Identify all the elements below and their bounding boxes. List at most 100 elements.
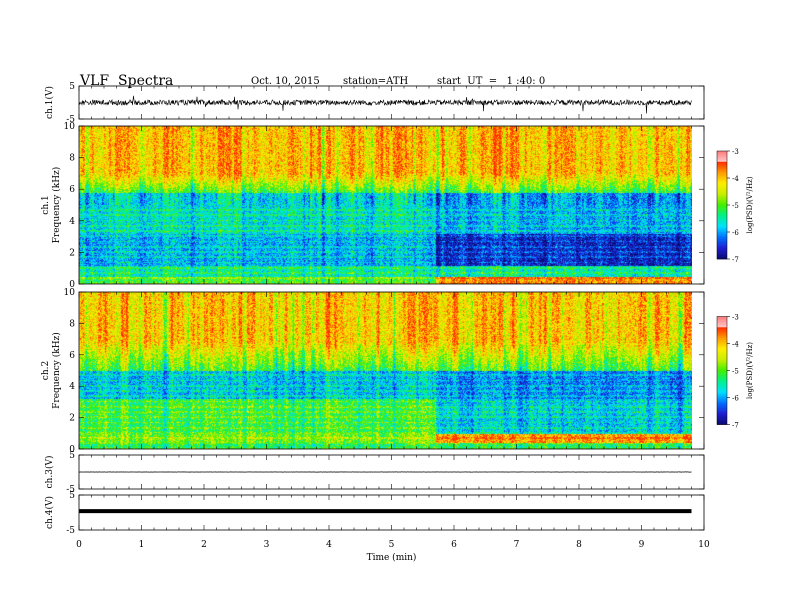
y-tick-label: 8 <box>69 319 75 329</box>
colorbar-cell <box>717 190 727 193</box>
colorbar-cell <box>717 163 727 166</box>
colorbar-cell <box>717 206 727 209</box>
colorbar-cell <box>717 363 727 366</box>
x-tick-label: 3 <box>264 540 270 550</box>
y-tick-label: 5 <box>69 491 75 501</box>
colorbar-cell <box>717 395 727 398</box>
colorbar-cell <box>717 154 727 157</box>
y-tick-label: 0 <box>69 280 75 290</box>
colorbar-cell <box>717 320 727 323</box>
colorbar-cell <box>717 343 727 346</box>
colorbar-cell <box>717 374 727 377</box>
colorbar-cell <box>717 242 727 245</box>
colorbar-cell <box>717 329 727 332</box>
colorbar-cell <box>717 350 727 353</box>
colorbar-cell <box>717 383 727 386</box>
colorbar-cell <box>717 388 727 391</box>
colorbar-cell <box>717 160 727 163</box>
colorbar-cell <box>717 341 727 344</box>
y-tick-label: 2 <box>69 414 75 424</box>
colorbar-tick-label: -4 <box>732 341 739 349</box>
y-tick-label: 5 <box>69 82 75 92</box>
colorbar-cell <box>717 390 727 393</box>
colorbar-cell <box>717 406 727 409</box>
colorbar-cell <box>717 244 727 247</box>
colorbar-cell <box>717 167 727 170</box>
colorbar-cell <box>717 152 727 155</box>
colorbar-cell <box>717 420 727 423</box>
colorbar-cell <box>717 226 727 229</box>
ch1-spectrogram-channel-label: ch.1 <box>41 195 51 214</box>
colorbar-cell <box>717 228 727 231</box>
colorbar-cell <box>717 214 727 217</box>
colorbar-cell <box>717 219 727 222</box>
colorbar-cell <box>717 187 727 190</box>
colorbar-cell <box>717 215 727 218</box>
colorbar-cell <box>717 411 727 414</box>
colorbar-cell <box>717 419 727 422</box>
colorbar-cell <box>717 417 727 420</box>
colorbar-cell <box>717 345 727 348</box>
colorbar-cell <box>717 339 727 342</box>
colorbar-cell <box>717 354 727 357</box>
start-time-label: start UT = 1 :40: 0 <box>437 76 546 87</box>
colorbar-cell <box>717 379 727 382</box>
colorbar-cell <box>717 357 727 360</box>
colorbar-cell <box>717 181 727 184</box>
colorbar-cell <box>717 368 727 371</box>
colorbar-cell <box>717 332 727 335</box>
colorbar-tick-label: -6 <box>732 229 739 237</box>
figure-title: VLF Spectra <box>80 73 174 89</box>
x-tick-label: 7 <box>514 540 520 550</box>
colorbar-cell <box>717 158 727 161</box>
colorbar-cell <box>717 377 727 380</box>
colorbar-cell <box>717 397 727 400</box>
colorbar-cell <box>717 401 727 404</box>
colorbar-cell <box>717 188 727 191</box>
ch1-waveform-trace <box>78 95 692 114</box>
x-tick-label: 4 <box>326 540 332 550</box>
colorbar-tick-label: -6 <box>732 395 739 403</box>
colorbar-cell <box>717 250 727 253</box>
colorbar-cell <box>717 323 727 326</box>
x-axis-label: Time (min) <box>367 552 417 563</box>
colorbar-cell <box>717 183 727 186</box>
colorbar-tick-label: -3 <box>732 148 739 156</box>
colorbar-tick-label: -5 <box>732 368 739 376</box>
colorbar-cell <box>717 338 727 341</box>
colorbar-tick-label: -4 <box>732 175 739 183</box>
colorbar-cell <box>717 375 727 378</box>
colorbar-cell <box>717 197 727 200</box>
colorbar-cell <box>717 253 727 256</box>
colorbar-cell <box>717 221 727 224</box>
ch1-spectrogram-colorbar-label: log(PSD)(V²/Hz) <box>746 176 754 233</box>
colorbar-cell <box>717 255 727 258</box>
y-tick-label: -5 <box>66 115 75 125</box>
colorbar-cell <box>717 327 727 330</box>
colorbar-cell <box>717 248 727 251</box>
colorbar-cell <box>717 185 727 188</box>
colorbar-cell <box>717 172 727 175</box>
colorbar-cell <box>717 176 727 179</box>
colorbar-cell <box>717 334 727 337</box>
ch1-spectrogram-ylabel: Frequency (kHz) <box>51 167 62 244</box>
colorbar-cell <box>717 210 727 213</box>
colorbar-cell <box>717 392 727 395</box>
colorbar-cell <box>717 224 727 227</box>
colorbar-tick-label: -7 <box>732 422 739 430</box>
date-label: Oct. 10, 2015 <box>251 76 320 87</box>
ch2-spectrogram-colorbar-label: log(PSD)(V²/Hz) <box>746 342 754 399</box>
colorbar-cell <box>717 393 727 396</box>
ch4-waveform-ylabel: ch.4(V) <box>44 496 55 529</box>
x-tick-label: 2 <box>201 540 207 550</box>
colorbar-cell <box>717 381 727 384</box>
x-tick-label: 1 <box>139 540 145 550</box>
colorbar-tick-label: -5 <box>732 202 739 210</box>
colorbar-cell <box>717 156 727 159</box>
colorbar-cell <box>717 217 727 220</box>
y-tick-label: -5 <box>66 485 75 495</box>
y-tick-label: 10 <box>64 288 76 298</box>
colorbar-cell <box>717 239 727 242</box>
colorbar-cell <box>717 203 727 206</box>
x-tick-label: 5 <box>389 540 395 550</box>
